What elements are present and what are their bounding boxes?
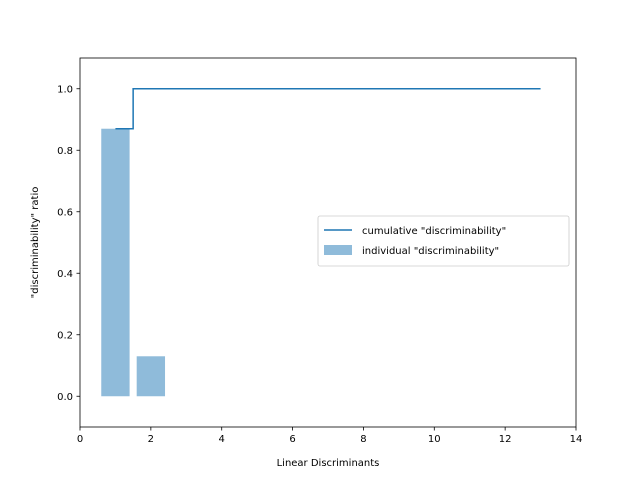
bar [136, 356, 166, 397]
legend-label-individual: individual "discriminability" [362, 246, 499, 257]
legend-box [317, 215, 570, 267]
cumulative-step-line [115, 88, 541, 130]
y-axis-label: "discriminability" ratio [30, 187, 41, 299]
bar [101, 128, 130, 397]
x-axis-label: Linear Discriminants [277, 458, 380, 469]
legend-label-cumulative: cumulative "discriminability" [362, 226, 506, 237]
y-tick-label: 1.0 [57, 84, 73, 95]
plot-area [101, 88, 555, 397]
y-tick-label: 0.6 [57, 207, 73, 218]
axes-frame [79, 57, 577, 428]
x-tick-label: 12 [499, 434, 512, 445]
legend-swatch-individual [324, 245, 352, 255]
y-tick-label: 0.8 [57, 146, 73, 157]
x-tick-label: 4 [219, 434, 225, 445]
x-tick-label: 8 [360, 434, 366, 445]
x-tick-label: 6 [289, 434, 295, 445]
x-tick-label: 2 [148, 434, 154, 445]
y-tick-label: 0.0 [57, 392, 73, 403]
x-tick-label: 0 [77, 434, 83, 445]
y-tick-label: 0.4 [57, 269, 73, 280]
x-tick-label: 14 [570, 434, 583, 445]
y-tick-label: 0.2 [57, 330, 73, 341]
x-tick-label: 10 [428, 434, 441, 445]
axes: 0 2 4 6 8 10 12 14 0.0 0.2 0.4 0.6 0.8 1.0 [57, 57, 583, 445]
legend: cumulative "discriminability" individual … [317, 215, 570, 267]
